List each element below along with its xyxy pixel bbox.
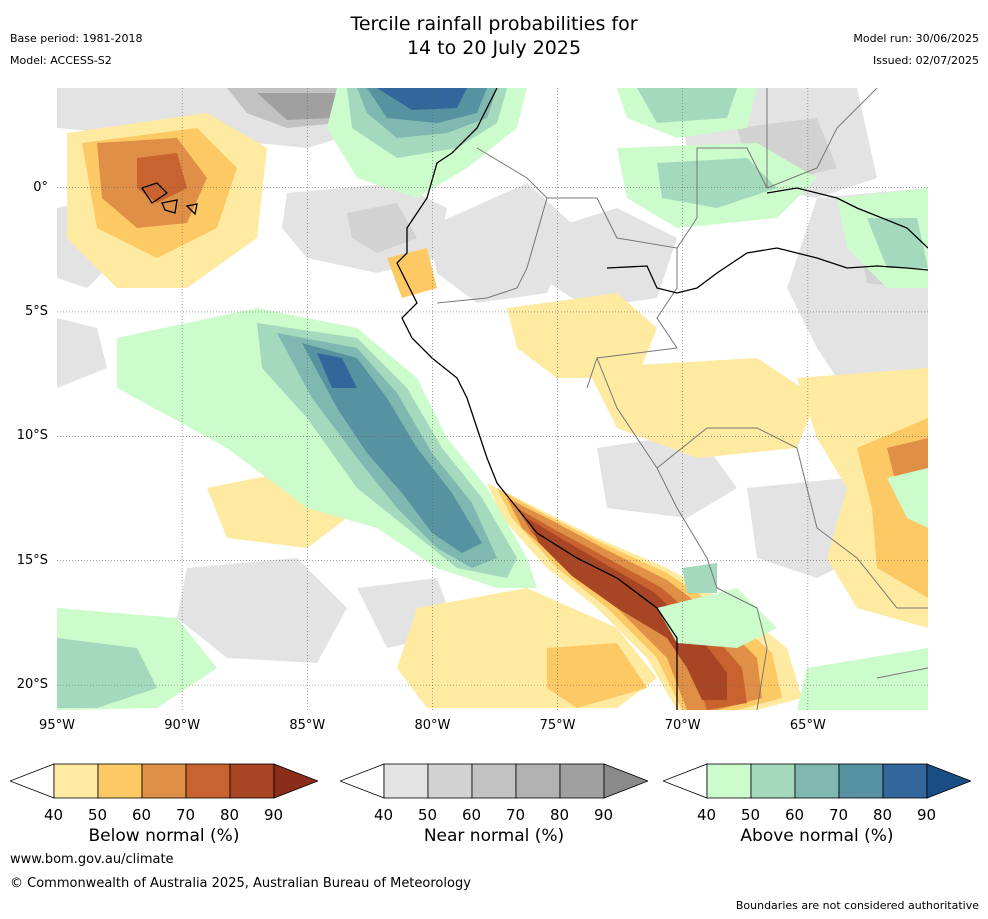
legend-title-near: Near normal (%)	[423, 826, 565, 846]
colorbar-over-triangle	[273, 763, 320, 799]
lon-label-90w: 90°W	[164, 718, 201, 733]
graticule	[57, 88, 928, 710]
legend-above-ticks: 40 50 60 70 80 90	[663, 806, 971, 824]
colorbar-below-normal	[8, 763, 320, 799]
legend-near-normal: 40 50 60 70 80 90	[338, 762, 650, 824]
colorbar-under-triangle	[661, 763, 708, 799]
lat-label-10s: 10°S	[16, 428, 48, 444]
tick-80: 80	[550, 806, 570, 824]
lon-label-75w: 75°W	[539, 718, 576, 733]
colorbar-under-triangle	[338, 763, 385, 799]
legend-title-below: Below normal (%)	[88, 826, 240, 846]
colorbar-near-normal	[338, 763, 650, 799]
legend-below-ticks: 40 50 60 70 80 90	[10, 806, 318, 824]
lat-label-15s: 15°S	[16, 552, 48, 568]
colorbar-segment	[882, 763, 928, 799]
website-link[interactable]: www.bom.gov.au/climate	[10, 852, 174, 867]
tick-60: 60	[785, 806, 805, 824]
lon-label-70w: 70°W	[664, 718, 701, 733]
colorbar-segment	[706, 763, 752, 799]
tick-60: 60	[462, 806, 482, 824]
copyright-text: © Commonwealth of Australia 2025, Austra…	[10, 876, 471, 891]
legend-near-ticks: 40 50 60 70 80 90	[340, 806, 648, 824]
colorbar-over-triangle	[603, 763, 650, 799]
coastlines	[140, 88, 928, 710]
tick-70: 70	[506, 806, 526, 824]
lon-label-85w: 85°W	[289, 718, 326, 733]
tick-40: 40	[44, 806, 64, 824]
tick-90: 90	[594, 806, 614, 824]
colorbar-segment	[471, 763, 517, 799]
tick-60: 60	[132, 806, 152, 824]
tick-50: 50	[88, 806, 108, 824]
colorbar-segment	[427, 763, 473, 799]
tick-90: 90	[917, 806, 937, 824]
map-svg	[57, 88, 928, 710]
probability-map	[57, 88, 928, 710]
legend-title-above: Above normal (%)	[740, 826, 894, 846]
below-normal-patches	[67, 113, 928, 710]
colorbar-segment	[515, 763, 561, 799]
lon-label-65w: 65°W	[789, 718, 826, 733]
tick-80: 80	[873, 806, 893, 824]
colorbar-segment	[838, 763, 884, 799]
disclaimer-text: Boundaries are not considered authoritat…	[735, 899, 979, 912]
lon-label-80w: 80°W	[414, 718, 451, 733]
title-line-1: Tercile rainfall probabilities for	[350, 13, 638, 35]
colorbar-segment	[229, 763, 275, 799]
colorbar-segment	[141, 763, 187, 799]
model-name: Model: ACCESS-S2	[10, 54, 112, 67]
tick-50: 50	[418, 806, 438, 824]
meta-left: Base period: 1981-2018 Model: ACCESS-S2	[10, 32, 142, 76]
legend-below-normal: 40 50 60 70 80 90	[8, 762, 320, 824]
tick-70: 70	[829, 806, 849, 824]
meta-right: Model run: 30/06/2025 Issued: 02/07/2025	[853, 32, 979, 76]
tick-80: 80	[220, 806, 240, 824]
colorbar-segment	[97, 763, 143, 799]
colorbar-under-triangle	[8, 763, 55, 799]
above-normal-patches	[57, 88, 928, 710]
lat-label-0: 0°	[33, 179, 48, 195]
lon-label-95w: 95°W	[39, 718, 75, 733]
model-run: Model run: 30/06/2025	[853, 32, 979, 45]
tick-40: 40	[374, 806, 394, 824]
colorbar-segment	[185, 763, 231, 799]
colorbar-segment	[53, 763, 99, 799]
tick-50: 50	[741, 806, 761, 824]
country-borders	[436, 88, 928, 710]
tick-40: 40	[697, 806, 717, 824]
chart-title: Tercile rainfall probabilities for 14 to…	[0, 12, 988, 60]
tick-70: 70	[176, 806, 196, 824]
colorbar-over-triangle	[926, 763, 973, 799]
colorbar-segment	[383, 763, 429, 799]
colorbar-segment	[750, 763, 796, 799]
legend-above-normal: 40 50 60 70 80 90	[661, 762, 973, 824]
tick-90: 90	[264, 806, 284, 824]
colorbar-above-normal	[661, 763, 973, 799]
colorbar-segment	[559, 763, 605, 799]
title-line-2: 14 to 20 July 2025	[406, 37, 582, 59]
colorbar-segment	[794, 763, 840, 799]
issued-date: Issued: 02/07/2025	[872, 54, 979, 67]
lat-label-20s: 20°S	[16, 677, 48, 693]
lat-label-5s: 5°S	[24, 303, 48, 319]
base-period: Base period: 1981-2018	[10, 32, 143, 45]
